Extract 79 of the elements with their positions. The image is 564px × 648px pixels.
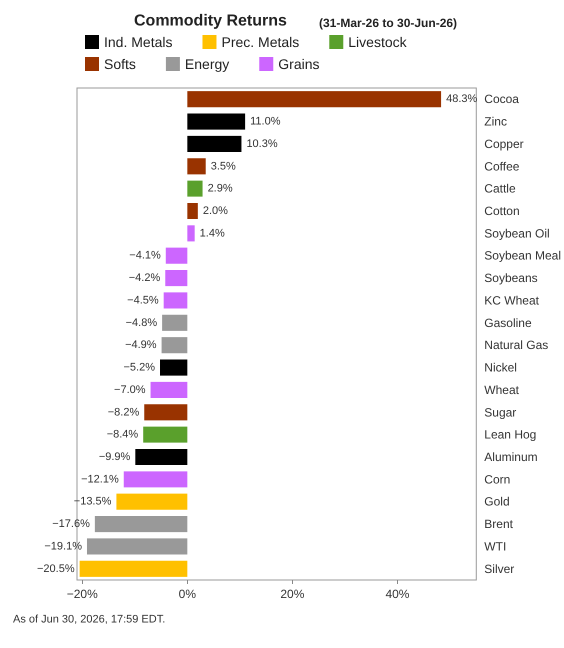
bar <box>166 248 188 264</box>
bar <box>187 158 206 174</box>
data-label: 2.9% <box>208 182 233 195</box>
bar <box>162 314 188 331</box>
y-tick-label: Brent <box>484 517 514 532</box>
y-tick-label: Cattle <box>484 182 516 196</box>
legend-label: Livestock <box>348 34 408 50</box>
data-label: −8.4% <box>106 428 138 441</box>
y-tick-label: Soybeans <box>484 271 538 286</box>
bar <box>124 471 188 488</box>
x-tick-label: 20% <box>280 587 305 601</box>
data-label: −5.2% <box>124 362 156 374</box>
y-tick-label: WTI <box>484 539 506 554</box>
y-tick-label: Wheat <box>484 382 520 397</box>
bar <box>187 225 195 242</box>
data-label: −4.9% <box>125 339 157 352</box>
data-label: −17.6% <box>52 518 90 530</box>
legend-label: Softs <box>104 56 136 72</box>
x-tick-label: −20% <box>66 587 98 601</box>
bar <box>135 448 188 466</box>
y-tick-label: Nickel <box>484 360 517 375</box>
y-tick-label: Lean Hog <box>484 428 536 442</box>
legend-label: Ind. Metals <box>104 34 172 50</box>
data-label: 3.5% <box>210 160 236 172</box>
data-label: 48.3% <box>446 93 478 106</box>
y-tick-label: Copper <box>484 136 524 151</box>
bar <box>80 560 188 577</box>
y-tick-label: Natural Gas <box>484 338 548 352</box>
data-label: −13.5% <box>74 496 112 508</box>
bar <box>143 426 188 443</box>
data-label: 11.0% <box>250 116 281 128</box>
x-tick-label: 0% <box>178 587 196 601</box>
data-label: −9.9% <box>98 451 131 463</box>
x-tick-label: 40% <box>385 587 410 601</box>
y-tick-label: Aluminum <box>484 450 538 464</box>
chart-subtitle: (31-Mar-26 to 30-Jun-26) <box>319 16 458 30</box>
y-tick-label: Sugar <box>484 405 516 420</box>
bar <box>162 337 188 354</box>
bar <box>187 202 198 220</box>
data-label: 2.0% <box>202 205 228 217</box>
y-tick-label: Silver <box>484 562 514 576</box>
y-tick-label: KC Wheat <box>484 293 540 308</box>
bar <box>150 382 188 398</box>
y-tick-label: Cotton <box>484 204 520 218</box>
data-label: −4.1% <box>129 250 162 262</box>
bar <box>164 292 188 309</box>
y-tick-label: Cocoa <box>484 92 520 106</box>
data-label: −7.0% <box>114 384 146 396</box>
legend-label: Grains <box>278 56 320 72</box>
bar <box>165 270 188 286</box>
text: As of Jun 30, 2026, 17:59 EDT. <box>13 614 166 626</box>
y-tick-label: Soybean Meal <box>484 248 561 263</box>
legend-label: Energy <box>184 56 230 72</box>
y-tick-label: Corn <box>484 472 510 486</box>
data-label: −4.2% <box>128 272 160 284</box>
bar <box>187 180 203 197</box>
y-tick-label: Soybean Oil <box>484 226 550 240</box>
bar <box>160 359 188 376</box>
y-tick-label: Zinc <box>484 114 507 129</box>
data-label: −20.5% <box>37 562 75 575</box>
y-tick-label: Gold <box>484 494 510 509</box>
data-label: −12.1% <box>81 473 119 486</box>
y-tick-label: Gasoline <box>484 316 532 330</box>
bar <box>144 404 188 420</box>
data-label: 1.4% <box>200 227 225 240</box>
bar <box>187 136 242 152</box>
bar <box>116 494 188 510</box>
y-tick-label: Coffee <box>484 159 520 174</box>
data-label: −4.5% <box>127 294 159 306</box>
bar <box>187 113 246 130</box>
chart-title: Commodity Returns <box>134 12 287 30</box>
bar <box>94 516 188 532</box>
data-label: −4.8% <box>126 316 158 329</box>
bar <box>187 91 442 108</box>
data-label: 10.3% <box>246 138 278 150</box>
bar <box>86 538 188 555</box>
data-label: −19.1% <box>44 540 82 552</box>
data-label: −8.2% <box>108 406 140 418</box>
legend-label: Prec. Metals <box>221 34 300 50</box>
